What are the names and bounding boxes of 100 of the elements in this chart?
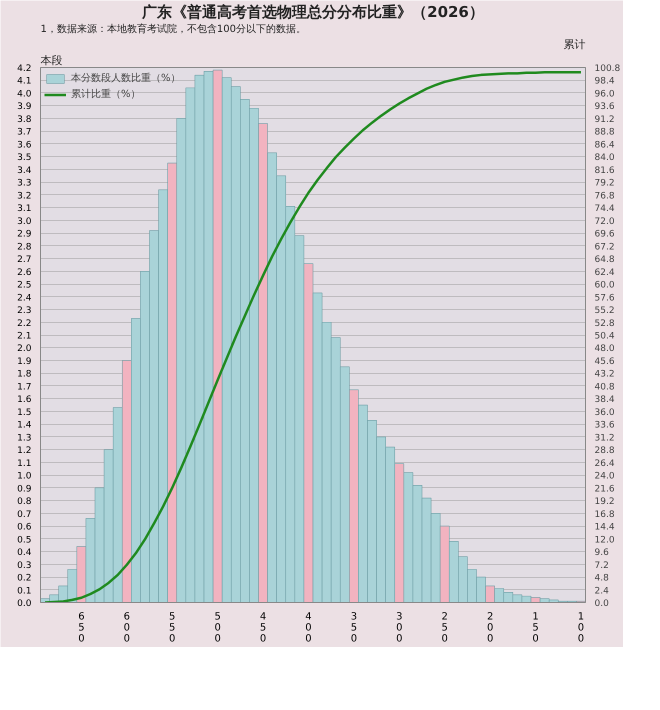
y2-tick-label: 2.4 [594, 586, 610, 596]
y2-tick-label: 45.6 [594, 356, 615, 367]
y-tick-label: 1.9 [17, 356, 32, 367]
x-tick-label: 2 0 0 [486, 612, 494, 644]
y-tick-label: 2.4 [17, 293, 32, 304]
y-tick-label: 2.7 [17, 255, 32, 266]
x-tick-label: 4 0 0 [305, 612, 312, 644]
y2-tick-label: 64.8 [594, 255, 615, 266]
y-tick-label: 2.5 [17, 280, 32, 291]
y2-tick-label: 86.4 [594, 140, 615, 150]
y2-tick-label: 33.6 [594, 420, 615, 431]
x-tick-label: 3 5 0 [350, 612, 358, 644]
y-tick-label: 1.1 [17, 458, 32, 469]
y-tick-label: 1.8 [17, 370, 32, 380]
y2-tick-label: 9.6 [594, 548, 610, 558]
y2-tick-label: 31.2 [594, 433, 615, 444]
y-tick-label: 4.2 [17, 64, 32, 74]
y2-tick-label: 50.4 [594, 332, 615, 342]
y2-tick-label: 81.6 [594, 166, 615, 176]
x-tick-label: 1 5 0 [532, 612, 539, 644]
y2-tick-label: 93.6 [594, 102, 615, 112]
y2-tick-label: 24.0 [594, 472, 615, 482]
y2-tick-label: 12.0 [594, 535, 615, 546]
y-tick-label: 0.9 [17, 484, 32, 494]
y2-tick-label: 48.0 [594, 344, 615, 354]
y-tick-label: 1.4 [17, 420, 32, 431]
y2-tick-label: 91.2 [594, 114, 615, 125]
y2-tick-label: 74.4 [594, 204, 615, 214]
y-tick-label: 3.4 [17, 166, 32, 176]
y2-tick-label: 98.4 [594, 76, 615, 87]
y2-tick-label: 69.6 [594, 230, 615, 240]
y2-tick-label: 55.2 [594, 306, 615, 316]
legend-label: 累计比重（%） [71, 88, 141, 101]
y-tick-label: 1.7 [17, 382, 32, 392]
y-tick-label: 2.9 [17, 230, 32, 240]
y-tick-label: 0.3 [17, 560, 32, 571]
y2-tick-label: 67.2 [594, 242, 615, 252]
y2-tick-label: 4.8 [594, 574, 610, 584]
y-tick-label: 2.8 [17, 242, 32, 252]
x-tick-label: 2 5 0 [442, 612, 448, 644]
y2-tick-label: 84.0 [594, 153, 615, 164]
y2-tick-label: 14.4 [594, 522, 615, 533]
y2-axis-title: 累计 [564, 38, 586, 51]
y-tick-label: 3.1 [17, 204, 32, 214]
x-tick-label: 5 5 0 [169, 612, 176, 644]
x-tick-label: 6 5 0 [78, 612, 85, 644]
x-tick-label: 3 0 0 [396, 612, 402, 644]
y-tick-label: 3.2 [17, 191, 32, 202]
y2-tick-label: 28.8 [594, 446, 615, 456]
y-tick-label: 2.0 [17, 344, 32, 354]
y-tick-label: 3.5 [17, 153, 32, 164]
y-tick-label: 0.8 [17, 497, 32, 508]
y-tick-label: 1.6 [17, 395, 32, 406]
y-tick-label: 0.1 [17, 586, 32, 596]
y2-tick-label: 36.0 [594, 408, 615, 418]
y2-tick-label: 38.4 [594, 395, 615, 406]
y-tick-label: 2.6 [17, 268, 32, 278]
y2-tick-label: 52.8 [594, 318, 615, 329]
y-tick-label: 2.1 [17, 332, 32, 342]
x-tick-label: 4 5 0 [260, 612, 266, 644]
y-tick-label: 0.4 [17, 548, 32, 558]
y-tick-label: 1.5 [17, 408, 32, 418]
y2-tick-label: 72.0 [594, 216, 615, 227]
y2-tick-label: 62.4 [594, 268, 615, 278]
y2-tick-label: 76.8 [594, 191, 615, 202]
y2-tick-label: 7.2 [594, 560, 609, 571]
y-tick-label: 4.1 [17, 76, 32, 87]
x-tick-label: 1 0 0 [578, 612, 584, 644]
y-tick-label: 1.0 [17, 472, 32, 482]
y2-tick-label: 60.0 [594, 280, 615, 291]
y2-tick-label: 43.2 [594, 370, 615, 380]
y-tick-label: 4.0 [17, 89, 32, 100]
y2-tick-label: 21.6 [594, 484, 615, 494]
y2-tick-label: 57.6 [594, 293, 615, 304]
line-series [44, 71, 582, 602]
y-tick-label: 0.2 [17, 574, 32, 584]
y-tick-label: 0.0 [17, 599, 32, 609]
y-tick-label: 2.3 [17, 306, 32, 316]
y2-tick-label: 19.2 [594, 497, 615, 508]
text: 1，数据来源：本地教育考试院，不包含100分以下的数据。 [40, 23, 306, 35]
y2-tick-label: 96.0 [594, 89, 615, 100]
x-tick-label: 5 0 0 [214, 612, 221, 644]
y-tick-label: 3.6 [17, 140, 32, 150]
y-tick-label: 1.3 [17, 433, 32, 444]
y2-tick-label: 26.4 [594, 458, 615, 469]
y-tick-label: 0.6 [17, 522, 32, 533]
y2-tick-label: 16.8 [594, 510, 615, 520]
x-tick-label: 6 0 0 [124, 612, 130, 644]
y-tick-label: 0.5 [17, 535, 32, 546]
y2-tick-label: 40.8 [594, 382, 615, 392]
y-axis-title: 本段 [40, 54, 62, 67]
chart-title: 广东《普通高考首选物理总分分布比重》（2026） [141, 3, 484, 21]
y-tick-label: 0.7 [17, 510, 32, 520]
y2-tick-label: 0.0 [594, 599, 610, 609]
y-tick-label: 3.8 [17, 114, 32, 125]
y-tick-label: 3.9 [17, 102, 32, 112]
y-tick-label: 3.3 [17, 178, 32, 189]
y-tick-label: 1.2 [17, 446, 32, 456]
y2-tick-label: 100.8 [594, 64, 621, 74]
y-tick-label: 2.2 [17, 318, 32, 329]
